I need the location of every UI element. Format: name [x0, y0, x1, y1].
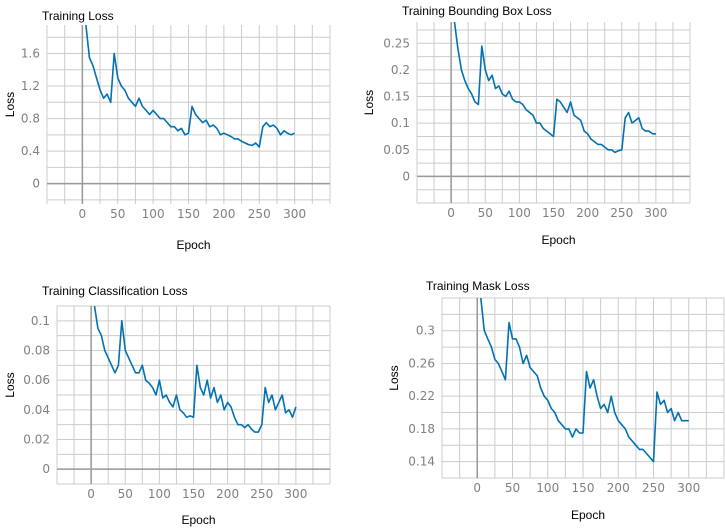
x-tick-label: 100	[142, 207, 165, 221]
x-tick-label: 250	[250, 487, 273, 501]
y-tick-label: 0	[402, 169, 410, 183]
chart-title: Training Classification Loss	[42, 284, 188, 298]
x-tick-label: 100	[508, 206, 531, 220]
y-axis-label: Loss	[362, 90, 376, 115]
y-tick-label: 0.25	[383, 36, 410, 50]
chart-panel-2: 0 0.05 0.1 0.15 0.2 0.25 0 50 100 150 200 250 300 Tra…	[362, 4, 691, 247]
x-axis-label: Epoch	[571, 508, 605, 522]
x-tick-label: 200	[216, 487, 239, 501]
x-tick-label: 50	[478, 206, 493, 220]
y-tick-label: 1.2	[21, 79, 40, 93]
y-tick-label: 0.14	[408, 455, 435, 469]
x-tick-label: 300	[283, 207, 306, 221]
y-axis-label: Loss	[3, 92, 17, 117]
y-tick-label: 0.04	[23, 403, 50, 417]
x-axis-label: Epoch	[181, 513, 215, 527]
x-tick-label: 200	[212, 207, 235, 221]
x-tick-label: 0	[473, 481, 481, 495]
x-tick-label: 250	[642, 481, 665, 495]
y-axis-label: Loss	[387, 365, 401, 390]
x-tick-label: 50	[505, 481, 520, 495]
x-tick-label: 0	[447, 206, 455, 220]
x-tick-label: 250	[248, 207, 271, 221]
x-tick-label: 200	[576, 206, 599, 220]
y-tick-label: 0.05	[383, 143, 410, 157]
x-tick-label: 200	[607, 481, 630, 495]
chart-panel-3: 0 0.02 0.04 0.06 0.08 0.1 0 50 100 150 200 250 300 Tr…	[3, 284, 331, 527]
y-tick-label: 0.3	[416, 324, 435, 338]
x-tick-label: 100	[536, 481, 559, 495]
chart-panel-4: 0.14 0.18 0.22 0.26 0.3 0 50 100 150 200 250 300 Tra…	[387, 279, 725, 522]
y-tick-label: 0.06	[23, 373, 50, 387]
x-axis-label: Epoch	[541, 233, 575, 247]
x-tick-label: 300	[284, 487, 307, 501]
series-line-1	[480, 298, 689, 463]
y-tick-label: 0	[32, 177, 40, 191]
y-tick-label: 0.1	[391, 116, 410, 130]
x-tick-label: 300	[644, 206, 667, 220]
x-tick-label: 0	[87, 487, 95, 501]
y-axis-label: Loss	[3, 372, 17, 397]
y-tick-label: 0.2	[391, 63, 410, 77]
x-tick-label: 50	[118, 487, 133, 501]
x-tick-label: 150	[177, 207, 200, 221]
series-line-1	[453, 22, 656, 154]
y-tick-label: 0.4	[21, 144, 40, 158]
y-tick-label: 0.1	[31, 314, 50, 328]
x-tick-label: 300	[677, 481, 700, 495]
chart-panel-1: 0 0.4 0.8 1.2 1.6 0 50 100 150 200 250 300 Training …	[3, 9, 331, 252]
chart-title: Training Bounding Box Loss	[402, 4, 552, 18]
x-axis-label: Epoch	[176, 238, 210, 252]
x-tick-label: 150	[572, 481, 595, 495]
y-tick-label: 0	[42, 462, 50, 476]
y-tick-label: 0.8	[21, 112, 40, 126]
x-tick-label: 0	[79, 207, 87, 221]
x-tick-label: 100	[148, 487, 171, 501]
y-tick-label: 0.02	[23, 433, 50, 447]
x-tick-label: 150	[542, 206, 565, 220]
x-tick-label: 50	[110, 207, 125, 221]
x-tick-label: 250	[610, 206, 633, 220]
y-tick-label: 0.15	[383, 90, 410, 104]
y-tick-label: 0.08	[23, 344, 50, 358]
x-tick-label: 150	[182, 487, 205, 501]
y-tick-label: 0.26	[408, 356, 435, 370]
chart-title: Training Mask Loss	[426, 279, 530, 293]
series-line-1	[93, 306, 297, 433]
y-tick-label: 0.22	[408, 389, 435, 403]
series-line-1	[85, 25, 295, 148]
y-tick-label: 0.18	[408, 422, 435, 436]
chart-title: Training Loss	[42, 9, 114, 23]
y-tick-label: 1.6	[21, 46, 40, 60]
